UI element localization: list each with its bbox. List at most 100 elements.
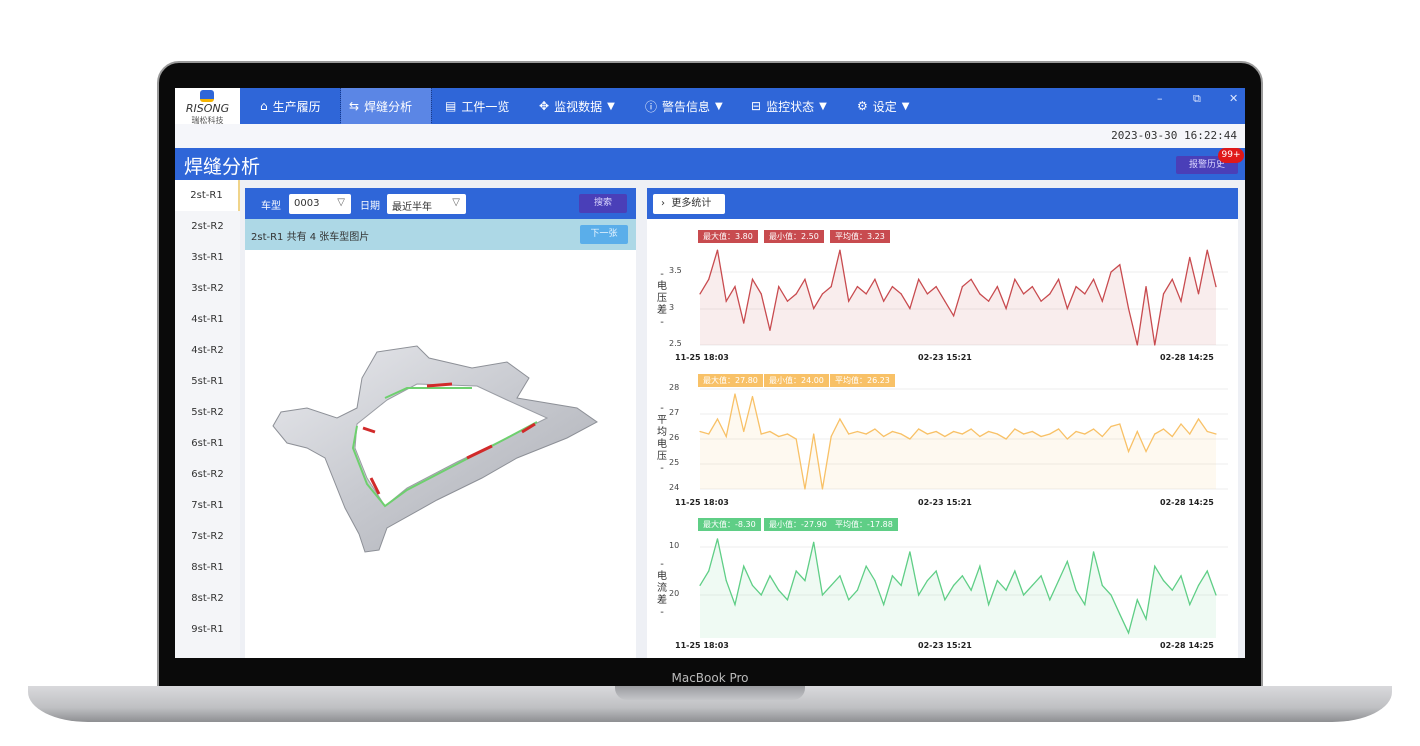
more-stats-label: 更多统计 — [671, 198, 712, 209]
chevron-right-icon: › — [661, 198, 672, 209]
data-point — [795, 293, 797, 295]
model-label: 车型 — [261, 201, 281, 212]
nav-settings[interactable]: ⚙ 设定 ▼ — [849, 88, 917, 124]
data-point — [769, 575, 771, 577]
data-point — [935, 286, 937, 288]
sidebar-item-7st-r1[interactable]: 7st-R1 — [191, 500, 224, 511]
data-point — [778, 286, 780, 288]
nav-label: 生产履历 — [272, 99, 321, 114]
filter-icon: ▽ — [452, 197, 460, 208]
gear-icon: ⚙ — [857, 99, 868, 113]
image-panel: 车型 0003 ▽ 日期 最近半年 ▽ 搜索 2st-R1 共有 4 张车型图片 下… — [245, 188, 636, 658]
data-point — [1049, 599, 1051, 601]
data-point — [935, 570, 937, 572]
data-point — [1022, 594, 1025, 596]
data-point — [1031, 584, 1033, 586]
nav-workpiece-list[interactable]: ▤ 工件一览 — [437, 88, 517, 124]
stat-badge: 平均值：-17.88 — [830, 518, 898, 531]
info-bar: 2st-R1 共有 4 张车型图片 下一张 — [245, 219, 636, 250]
sidebar-item-3st-r1[interactable]: 3st-R1 — [191, 252, 224, 263]
data-point — [1189, 256, 1191, 258]
data-point — [918, 278, 920, 280]
data-point — [1136, 599, 1138, 601]
data-point — [1110, 271, 1112, 273]
nav-production-history[interactable]: ⌂ 生产履历 — [252, 88, 329, 124]
data-point — [821, 488, 824, 490]
data-point — [874, 278, 876, 280]
minimize-button[interactable]: – — [1157, 92, 1163, 105]
data-point — [961, 286, 963, 288]
data-point — [970, 589, 972, 591]
sidebar-item-8st-r1[interactable]: 8st-R1 — [191, 562, 224, 573]
data-point — [786, 599, 789, 601]
data-point — [725, 435, 727, 438]
sidebar-item-7st-r2[interactable]: 7st-R2 — [191, 531, 224, 542]
logo-mark-icon — [200, 90, 214, 102]
x-tick-label: 02-28 14:25 — [1160, 498, 1214, 507]
data-point — [1040, 435, 1042, 438]
data-point — [1215, 594, 1217, 596]
date-select[interactable]: 最近半年 ▽ — [387, 194, 466, 214]
data-point — [760, 594, 762, 596]
data-point — [874, 580, 876, 582]
sidebar-item-4st-r1[interactable]: 4st-R1 — [191, 314, 224, 325]
sidebar-item-4st-r2[interactable]: 4st-R2 — [191, 345, 224, 356]
sidebar-item-9st-r1[interactable]: 9st-R1 — [191, 624, 224, 635]
move-icon: ✥ — [539, 99, 550, 113]
nav-weld-analysis[interactable]: ⇆ 焊缝分析 — [340, 88, 432, 125]
date-row: 2023-03-30 16:22:44 — [175, 124, 1245, 148]
sidebar-item-6st-r2[interactable]: 6st-R2 — [191, 469, 224, 480]
y-tick-label: 3.5 — [669, 266, 682, 275]
sidebar-item-5st-r2[interactable]: 5st-R2 — [191, 407, 224, 418]
info-icon: ⓘ — [645, 99, 658, 114]
statistics-panel: › 更多统计 最大值：3.80 最小值：2.50 平均值：3.23- 电压差 -3.5 3… — [647, 188, 1238, 658]
y-axis-title-dash: - — [660, 268, 664, 280]
sidebar-item-6st-r1[interactable]: 6st-R1 — [191, 438, 224, 449]
nav-label: 焊缝分析 — [364, 99, 413, 114]
data-point — [699, 293, 701, 295]
data-point — [786, 433, 789, 435]
next-image-button[interactable]: 下一张 — [580, 225, 628, 244]
data-point — [1040, 575, 1042, 577]
sidebar-item-3st-r2[interactable]: 3st-R2 — [191, 283, 224, 294]
data-point — [1066, 438, 1068, 440]
nav-label: 工件一览 — [461, 99, 510, 114]
data-point — [830, 435, 832, 438]
data-point — [865, 433, 867, 435]
minus-square-icon: ⊟ — [751, 99, 762, 113]
model-select[interactable]: 0003 ▽ — [289, 194, 351, 214]
data-point — [1119, 423, 1121, 425]
data-point — [821, 594, 824, 596]
data-point — [708, 278, 710, 280]
y-tick-label: 10 — [669, 541, 680, 550]
data-point — [848, 300, 850, 302]
restore-button[interactable]: ⧉ — [1193, 92, 1201, 105]
nav-monitor-data[interactable]: ✥ 监视数据 ▼ — [531, 88, 623, 124]
close-button[interactable]: ✕ — [1229, 92, 1239, 105]
home-icon: ⌂ — [260, 99, 268, 113]
swap-icon: ⇆ — [349, 99, 360, 113]
data-point — [848, 599, 850, 601]
data-point — [935, 430, 937, 433]
nav-monitor-status[interactable]: ⊟ 监控状态 ▼ — [743, 88, 835, 124]
sidebar-item-2st-r1[interactable]: 2st-R1 — [175, 180, 240, 211]
data-point — [1145, 618, 1147, 620]
data-point — [699, 584, 701, 586]
data-point — [909, 307, 911, 310]
station-sidebar: 2st-R1 2st-R2 3st-R1 3st-R2 4st-R1 4st-R2 5st-… — [175, 180, 240, 658]
more-stats-button[interactable]: › 更多统计 — [653, 194, 725, 214]
data-point — [1005, 307, 1007, 310]
chart-3: 最大值：-8.30 最小值：-27.90 平均值：-17.88- 电流差 -10 20 11… — [647, 188, 1238, 658]
search-button[interactable]: 搜索 — [579, 194, 627, 213]
data-point — [961, 575, 963, 577]
nav-label: 警告信息 — [662, 99, 711, 114]
data-point — [734, 286, 736, 288]
nav-warnings[interactable]: ⓘ 警告信息 ▼ — [637, 88, 731, 124]
data-point — [1092, 551, 1095, 553]
data-point — [725, 300, 727, 302]
data-point — [961, 433, 963, 435]
data-point — [1005, 589, 1007, 591]
sidebar-item-2st-r2[interactable]: 2st-R2 — [191, 221, 224, 232]
sidebar-item-5st-r1[interactable]: 5st-R1 — [191, 376, 224, 387]
sidebar-item-8st-r2[interactable]: 8st-R2 — [191, 593, 224, 604]
